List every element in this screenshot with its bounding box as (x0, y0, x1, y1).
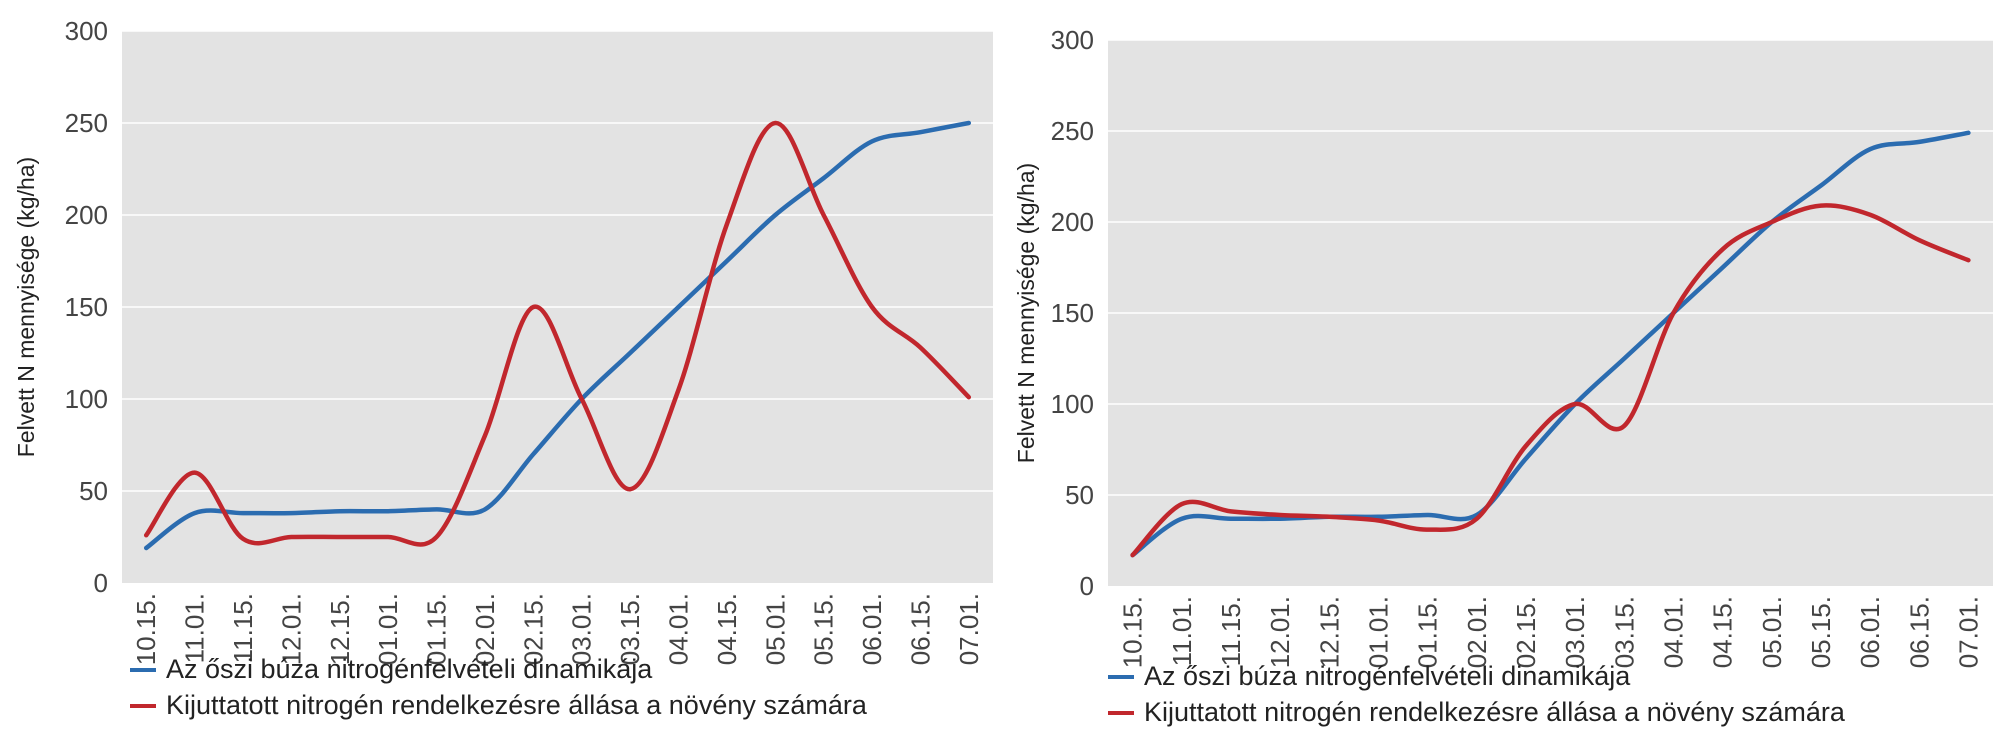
x-tick-label: 05.15. (1806, 596, 1836, 668)
y-tick-label: 150 (1051, 298, 1094, 328)
x-tick-label: 12.15. (1314, 596, 1344, 668)
x-tick-label: 11.15. (1216, 596, 1246, 666)
x-tick-label: 02.01. (470, 593, 500, 665)
x-tick-label: 03.15. (1609, 596, 1639, 668)
chart-right: 0 50 100 150 200 250 300 10.15. 11.01. 11.15. 12.0… (1000, 0, 2000, 739)
x-tick-label: 01.01. (1363, 596, 1393, 668)
y-tick-label: 100 (65, 384, 108, 414)
y-axis-label: Felvett N mennyisége (kg/ha) (1013, 163, 1039, 463)
series-line-0 (143, 120, 972, 551)
x-tick-label: 05.15. (809, 593, 839, 665)
y-tick-label: 300 (1051, 25, 1094, 55)
series-line-1 (1130, 203, 1971, 558)
y-axis-label: Felvett N mennyisége (kg/ha) (13, 157, 39, 457)
x-tick-label: 06.15. (1904, 596, 1934, 668)
y-tick-label: 50 (1065, 480, 1094, 510)
x-tick-label: 11.15. (228, 593, 258, 663)
y-tick-label: 200 (1051, 207, 1094, 237)
y-tick-label: 200 (65, 200, 108, 230)
x-tick-label: 03.01. (1560, 596, 1590, 668)
x-tick-label: 05.01. (1757, 596, 1787, 668)
legend-label: Kijuttatott nitrogén rendelkezésre állás… (166, 690, 868, 720)
x-tick-label: 01.15. (422, 593, 452, 665)
y-tick-label: 250 (1051, 116, 1094, 146)
x-tick-label: 12.01. (1265, 596, 1295, 668)
x-tick-label: 06.15. (905, 593, 935, 665)
x-tick-label: 03.01. (567, 593, 597, 665)
legend-label: Az őszi búza nitrogénfelvételi dinamikáj… (1144, 661, 1631, 691)
legend-label: Az őszi búza nitrogénfelvételi dinamikáj… (166, 654, 653, 684)
x-tick-label: 04.15. (1708, 596, 1738, 668)
x-tick-label: 06.01. (1855, 596, 1885, 668)
x-tick-label: 04.01. (1658, 596, 1688, 668)
x-tick-label: 10.15. (1118, 596, 1148, 668)
y-tick-label: 0 (94, 568, 108, 598)
x-tick-label: 06.01. (857, 593, 887, 665)
y-tick-label: 250 (65, 108, 108, 138)
x-tick-label: 12.01. (276, 593, 306, 665)
legend-label: Kijuttatott nitrogén rendelkezésre állás… (1144, 697, 1846, 727)
x-tick-label: 11.01. (1167, 596, 1197, 666)
x-tick-label: 01.15. (1413, 596, 1443, 668)
x-tick-label: 04.01. (663, 593, 693, 665)
x-tick-label: 02.15. (518, 593, 548, 665)
x-tick-label: 01.01. (373, 593, 403, 665)
x-tick-label: 03.15. (615, 593, 645, 665)
y-tick-label: 300 (65, 16, 108, 46)
x-tick-label: 07.01. (1953, 596, 1983, 668)
y-tick-label: 100 (1051, 389, 1094, 419)
chart-svg: 0 50 100 150 200 250 300 10.15. 11.01. 11.15. 12.0… (13, 16, 993, 720)
x-tick-label: 05.01. (760, 593, 790, 665)
y-tick-label: 150 (65, 292, 108, 322)
x-tick-label: 02.01. (1462, 596, 1492, 668)
x-tick-label: 10.15. (131, 593, 161, 665)
x-tick-label: 02.15. (1511, 596, 1541, 668)
chart-svg: 0 50 100 150 200 250 300 10.15. 11.01. 11.15. 12.0… (1013, 25, 1993, 727)
y-tick-label: 50 (79, 476, 108, 506)
chart-left: 0 50 100 150 200 250 300 10.15. 11.01. 11.15. 12.0… (13, 16, 993, 720)
x-tick-label: 07.01. (954, 593, 984, 665)
x-tick-label: 04.15. (712, 593, 742, 665)
y-tick-label: 0 (1080, 571, 1094, 601)
series-line-1 (143, 120, 972, 547)
x-tick-label: 11.01. (180, 593, 210, 663)
series-line-0 (1130, 130, 1971, 558)
x-tick-label: 12.15. (325, 593, 355, 665)
